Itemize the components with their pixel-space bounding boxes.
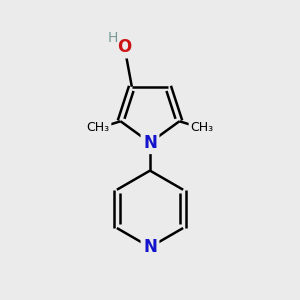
Text: CH₃: CH₃ — [190, 121, 214, 134]
Text: O: O — [117, 38, 132, 56]
Text: N: N — [143, 238, 157, 256]
Text: CH₃: CH₃ — [86, 121, 110, 134]
Text: H: H — [108, 31, 119, 44]
Text: N: N — [143, 134, 157, 152]
